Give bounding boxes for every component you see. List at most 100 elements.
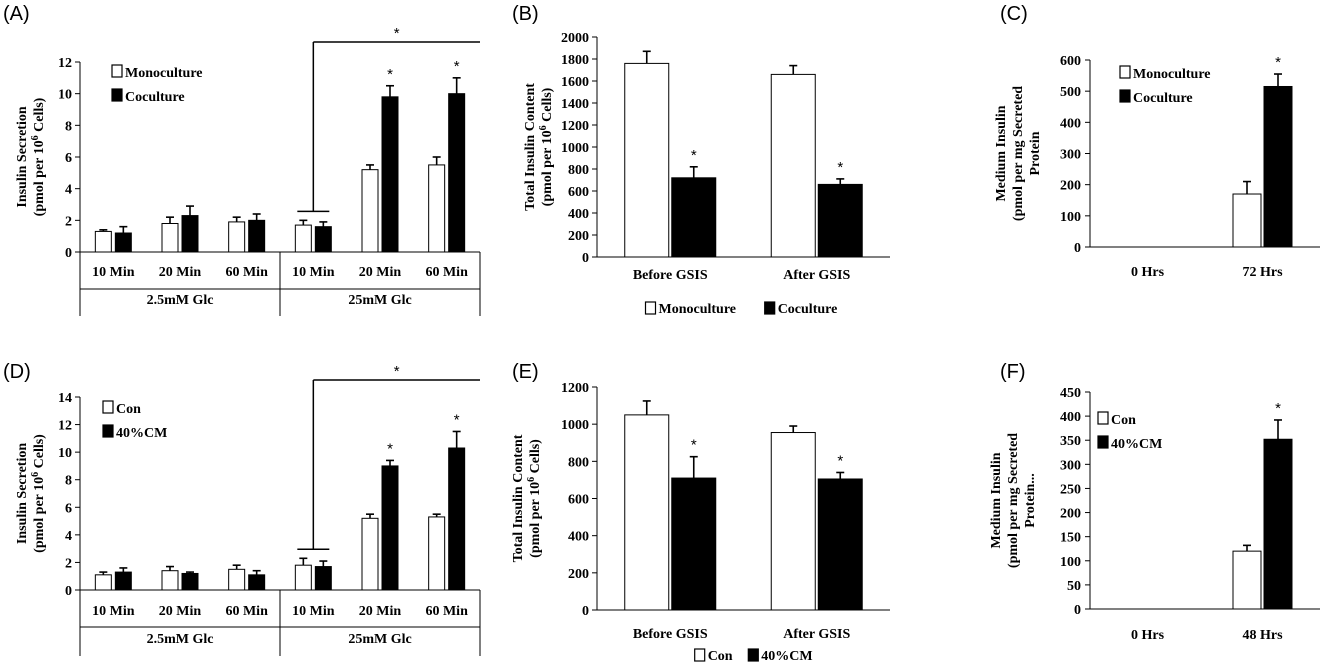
y-tick-label: 1000 [561, 141, 589, 156]
y-tick-label: 800 [568, 163, 589, 178]
x-category-label: 60 Min [225, 265, 268, 280]
x-category-label: 60 Min [425, 265, 468, 280]
y-tick-label: 2000 [561, 31, 589, 46]
legend-label: Monoculture [1133, 67, 1211, 82]
y-axis-title-superscript: 6 [30, 135, 41, 140]
bar [1232, 193, 1262, 248]
significance-star: * [691, 147, 697, 164]
x-category-label: 10 Min [92, 265, 135, 280]
y-axis-title-part: (pmol per mg Secreted [1011, 86, 1026, 221]
bar [1232, 550, 1262, 610]
legend-swatch [1119, 89, 1131, 103]
significance-star: * [387, 440, 393, 457]
y-axis-title-line2: (pmol per 106 Cells) [538, 87, 555, 206]
legend-label: 40%CM [1111, 437, 1162, 452]
bar [428, 164, 446, 253]
x-category-label: 10 Min [292, 604, 335, 619]
y-tick-label: 1000 [561, 418, 589, 433]
y-tick-label: 400 [1060, 410, 1081, 425]
x-category-label: 60 Min [225, 604, 268, 619]
y-axis-title-line1: Insulin Secretion [15, 443, 30, 544]
y-axis-title-line1: Insulin Secretion [15, 106, 30, 207]
y-tick-label: 200 [568, 567, 589, 582]
y-axis-title-line2: (pmol per 106 Cells) [526, 439, 543, 558]
y-axis-title-part: (pmol per mg Secreted [1006, 433, 1021, 568]
y-tick-label: 10 [58, 88, 72, 103]
bar [294, 564, 312, 591]
bar [770, 432, 816, 611]
bar [228, 221, 246, 253]
legend-swatch [1119, 65, 1131, 79]
y-tick-label: 500 [1060, 85, 1081, 100]
y-axis-title-part: Cells) [32, 434, 47, 472]
legend-swatch [1097, 411, 1109, 425]
y-axis-title-superscript: 6 [538, 125, 549, 130]
y-tick-label: 400 [568, 530, 589, 545]
legend-swatch [644, 301, 657, 315]
y-tick-label: 6 [65, 501, 72, 516]
bar [624, 62, 670, 258]
y-tick-label: 0 [582, 251, 589, 266]
x-group-label: 25mM Glc [348, 632, 411, 647]
y-tick-label: 0 [1074, 603, 1081, 618]
y-tick-label: 150 [1060, 531, 1081, 546]
y-axis-title-line1: Medium Insulin [989, 452, 1004, 548]
y-tick-label: 10 [58, 446, 72, 461]
bar [381, 465, 399, 591]
y-tick-label: 0 [65, 246, 72, 261]
y-tick-label: 50 [1067, 579, 1081, 594]
bar [248, 574, 266, 591]
y-tick-label: 600 [568, 185, 589, 200]
y-tick-label: 600 [568, 493, 589, 508]
y-tick-label: 8 [65, 474, 72, 489]
legend-swatch [1097, 435, 1109, 449]
bar [770, 73, 816, 258]
y-axis-title-superscript: 6 [30, 472, 41, 477]
x-group-label: 25mM Glc [348, 293, 411, 308]
bar [817, 183, 863, 258]
legend-label: Coculture [1133, 91, 1193, 106]
bar [114, 571, 132, 591]
y-tick-label: 400 [568, 207, 589, 222]
legend-label: Monoculture [125, 66, 203, 81]
bar [1263, 85, 1293, 248]
y-tick-label: 300 [1060, 148, 1081, 163]
bar [671, 177, 717, 258]
y-tick-label: 8 [65, 119, 72, 134]
y-tick-label: 0 [582, 604, 589, 619]
legend-label: Coculture [125, 90, 185, 105]
bar [161, 570, 179, 591]
panel-label: (A) [3, 3, 30, 25]
x-category-label: 0 Hrs [1131, 628, 1165, 643]
y-axis-title-line1: Total Insulin Content [511, 434, 526, 562]
y-tick-label: 300 [1060, 458, 1081, 473]
y-tick-label: 200 [1060, 179, 1081, 194]
y-tick-label: 2 [65, 214, 72, 229]
bar [181, 572, 199, 591]
significance-star: * [454, 58, 460, 75]
y-axis-title-part: (pmol per 10 [528, 482, 543, 558]
x-category-label: After GSIS [783, 268, 850, 283]
legend-label: Coculture [778, 302, 838, 317]
x-category-label: 10 Min [92, 604, 135, 619]
x-category-label: After GSIS [783, 627, 850, 642]
y-tick-label: 200 [568, 229, 589, 244]
y-axis-title-line3: Protein [1028, 131, 1043, 175]
x-group-label: 2.5mM Glc [147, 632, 214, 647]
legend-label: 40%CM [116, 426, 167, 441]
bar [181, 215, 199, 253]
bar [228, 568, 246, 591]
y-axis-title: Total Insulin Content (pmol per 106 Cells… [523, 83, 555, 211]
y-tick-label: 4 [65, 529, 72, 544]
bar [161, 223, 179, 253]
bar [294, 224, 312, 253]
y-tick-label: 1600 [561, 75, 589, 90]
bar [381, 96, 399, 253]
y-tick-label: 6 [65, 151, 72, 166]
bar [624, 414, 670, 611]
legend-swatch [111, 88, 123, 102]
panel-label: (F) [1000, 361, 1026, 383]
bar [361, 169, 379, 253]
x-category-label: 20 Min [159, 265, 202, 280]
